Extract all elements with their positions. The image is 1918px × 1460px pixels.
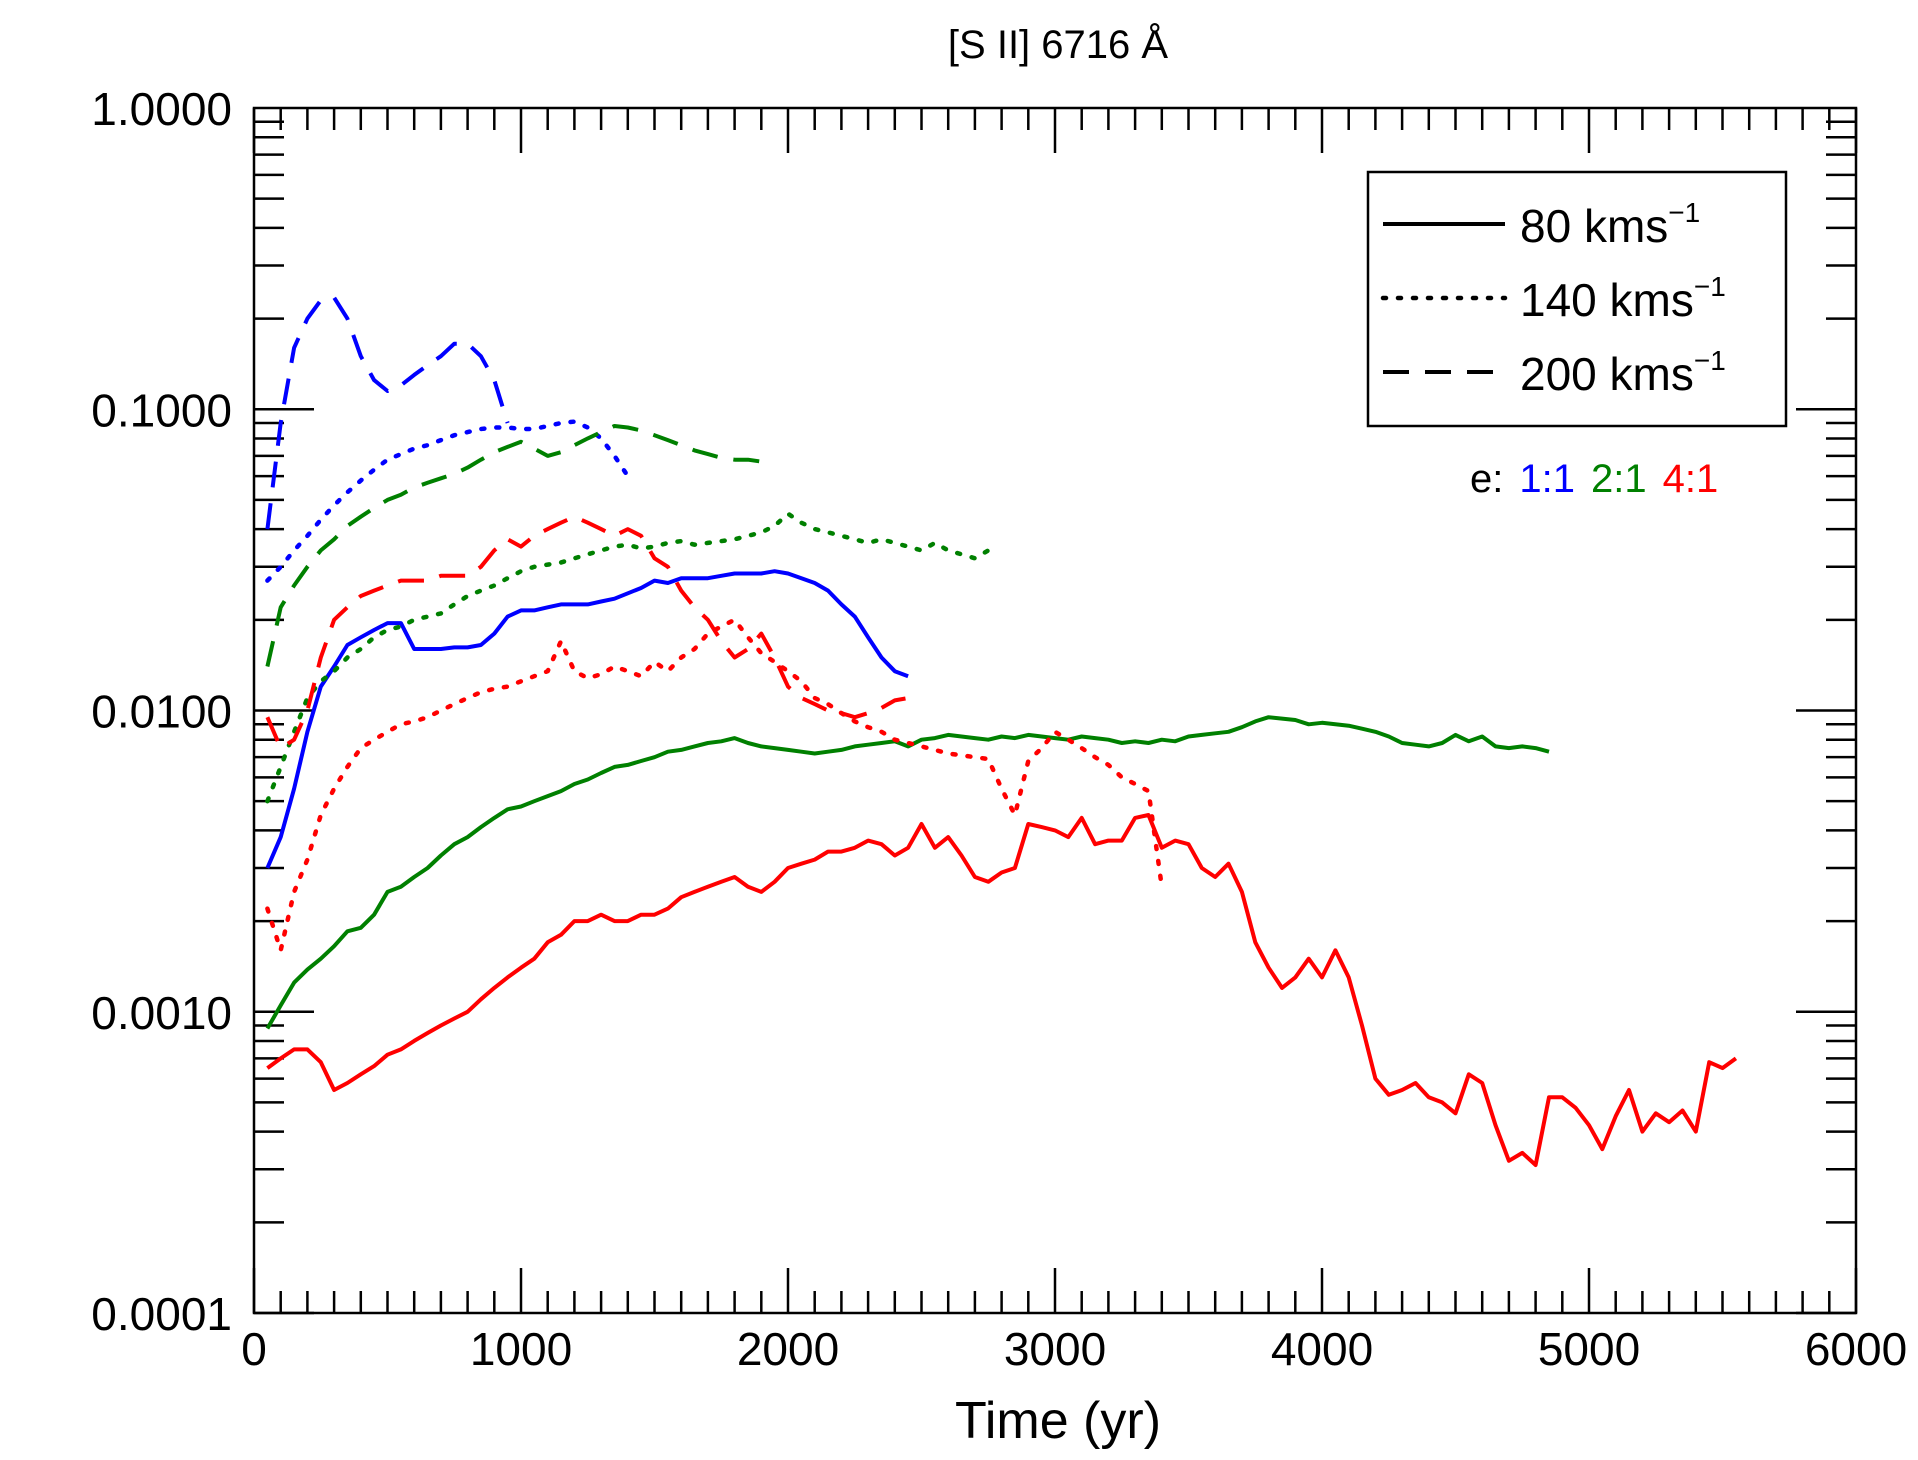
x-tick-label: 2000 xyxy=(737,1323,839,1375)
y-tick-label: 0.1000 xyxy=(91,384,232,436)
legend-label: 140 kms−1 xyxy=(1520,271,1726,326)
series-line-200-1to1 xyxy=(265,295,510,530)
y-tick-label: 0.0100 xyxy=(91,686,232,738)
series-line-80-1to1 xyxy=(265,569,909,869)
legend-label-text: 200 kms xyxy=(1520,348,1694,400)
y-tick-label: 0.0001 xyxy=(91,1288,232,1340)
legend-label-sup: −1 xyxy=(1694,345,1726,376)
y-tick-label: 1.0000 xyxy=(91,83,232,135)
series-line-80-4to1 xyxy=(266,813,1738,1167)
legend-box xyxy=(1366,170,1788,428)
tick-labels-layer: 0 1000 2000 3000 4000 5000 6000 0.0001 0.0010 0.0… xyxy=(91,83,1907,1375)
ratio-legend-prefix: e: xyxy=(1470,457,1503,501)
series-line-200-4to1 xyxy=(265,514,909,751)
x-tick-label: 4000 xyxy=(1271,1323,1373,1375)
legend-label-text: 140 kms xyxy=(1520,274,1694,326)
ratio-legend-item: 1:1 xyxy=(1519,457,1575,501)
series-line-140-1to1 xyxy=(265,419,631,583)
x-tick-label: 0 xyxy=(241,1323,267,1375)
x-tick-label: 3000 xyxy=(1004,1323,1106,1375)
series-line-140-4to1 xyxy=(265,617,1165,953)
x-tick-label: 1000 xyxy=(470,1323,572,1375)
ratio-legend-item: 4:1 xyxy=(1663,457,1719,501)
x-axis-label: Time (yr) xyxy=(955,1392,1161,1450)
legend-label-text: 80 kms xyxy=(1520,200,1668,252)
series-line-200-2to1 xyxy=(265,424,775,667)
legend-label: 200 kms−1 xyxy=(1520,345,1726,400)
legend-label: 80 kms−1 xyxy=(1520,197,1700,252)
legend-label-sup: −1 xyxy=(1668,197,1700,228)
y-tick-label: 0.0010 xyxy=(91,987,232,1039)
x-tick-label: 6000 xyxy=(1805,1323,1907,1375)
ratio-legend-text: e: 1:1 2:1 4:1 xyxy=(1470,457,1718,501)
series-line-80-2to1 xyxy=(265,715,1550,1030)
plot-frame xyxy=(252,106,1858,1315)
ratio-legend-item: 2:1 xyxy=(1591,457,1647,501)
chart-title: [S II] 6716 Å xyxy=(948,22,1168,67)
series-layer xyxy=(265,295,1738,1167)
ratio-legend: e: 1:1 2:1 4:1 xyxy=(1470,457,1718,501)
legend-label-sup: −1 xyxy=(1694,271,1726,302)
x-tick-label: 5000 xyxy=(1538,1323,1640,1375)
